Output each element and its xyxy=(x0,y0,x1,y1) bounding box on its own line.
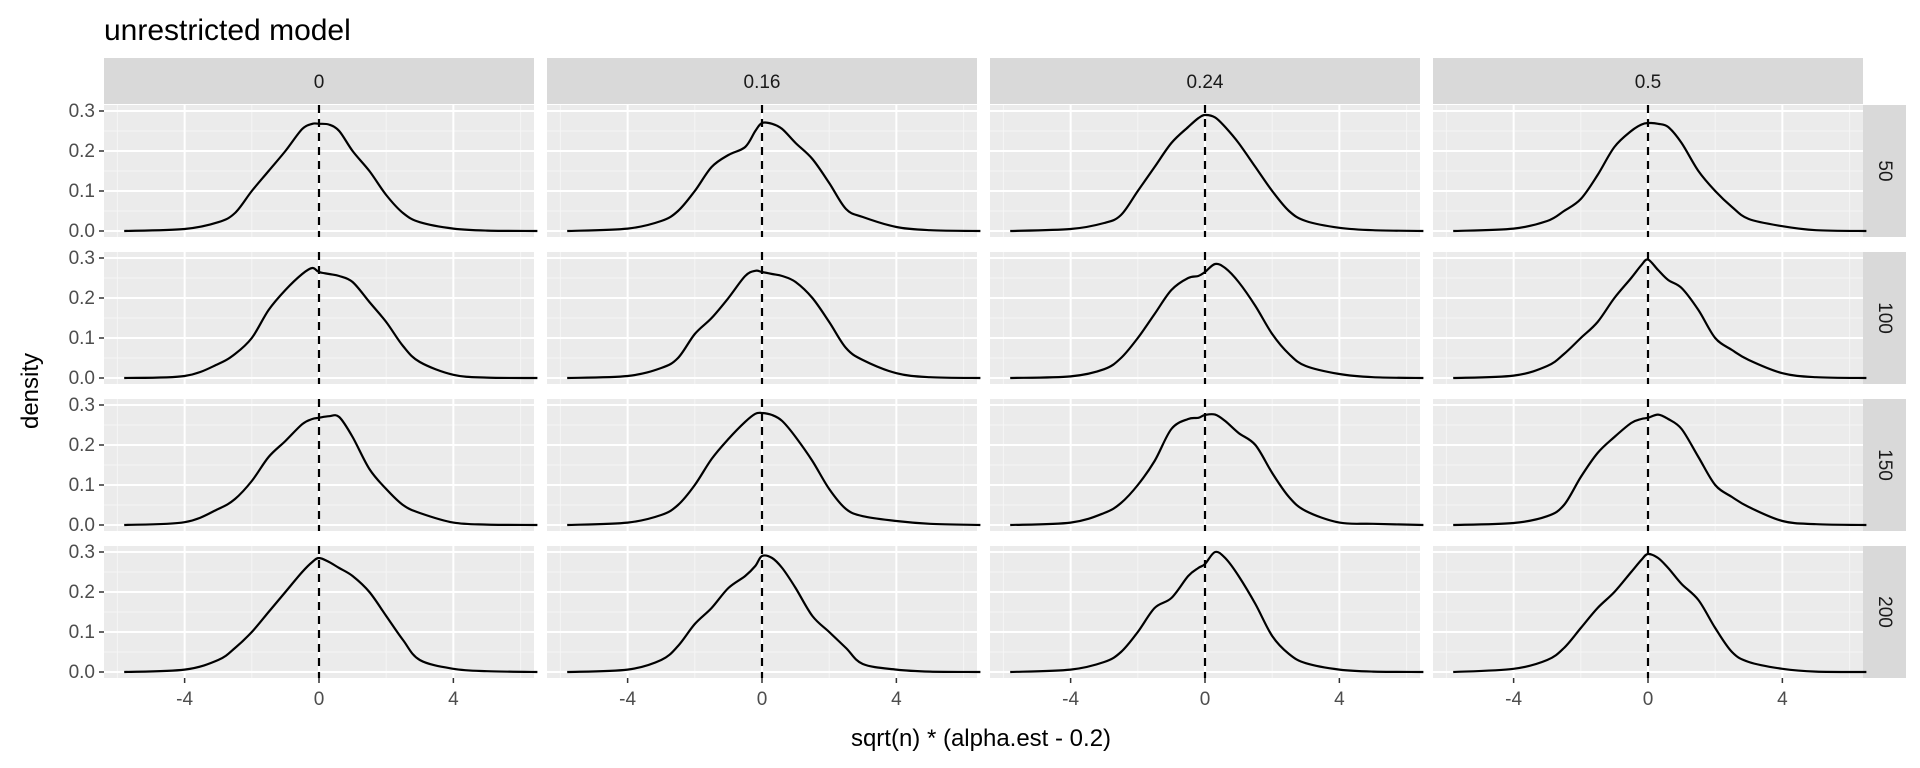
panel-200-0.16 xyxy=(547,546,981,678)
x-tick-label: -4 xyxy=(1505,689,1522,710)
panel-150-0.24 xyxy=(990,399,1424,531)
panel-100-0.24 xyxy=(990,252,1424,384)
density-curve xyxy=(1010,262,1424,380)
col-strip-0 xyxy=(104,58,534,104)
density-curve xyxy=(1453,413,1867,527)
x-tick-label: 4 xyxy=(1334,689,1345,710)
col-strip-2 xyxy=(990,58,1420,104)
density-curve xyxy=(124,556,538,674)
row-strip-0 xyxy=(1862,105,1906,237)
x-tick-label: 4 xyxy=(891,689,902,710)
y-tick-label: 0.3 xyxy=(69,248,95,269)
y-tick-label: 0.3 xyxy=(69,395,95,416)
panel-50-0.24 xyxy=(990,105,1424,237)
density-curve xyxy=(1453,552,1867,674)
panel-200-0.24 xyxy=(990,546,1424,678)
density-curve xyxy=(1010,413,1424,527)
panel-200-0.5 xyxy=(1433,546,1867,678)
panel-100-0.16 xyxy=(547,252,981,384)
y-tick-label: 0.3 xyxy=(69,101,95,122)
x-tick-label: 4 xyxy=(1777,689,1788,710)
x-tick-label: -4 xyxy=(1062,689,1079,710)
panel-50-0 xyxy=(104,105,538,237)
density-curve xyxy=(1453,121,1867,233)
row-strip-label: 50 xyxy=(1874,160,1895,181)
panel-50-0.16 xyxy=(547,105,981,237)
panel-150-0.16 xyxy=(547,399,981,531)
y-tick-label: 0.1 xyxy=(69,475,95,496)
density-curve xyxy=(124,414,538,527)
y-tick-label: 0.0 xyxy=(69,368,95,389)
density-curve xyxy=(567,269,981,380)
density-curve xyxy=(1010,550,1424,674)
y-tick-label: 0.2 xyxy=(69,435,95,456)
y-tick-label: 0.0 xyxy=(69,662,95,683)
y-tick-label: 0.2 xyxy=(69,141,95,162)
col-strip-3 xyxy=(1433,58,1863,104)
x-tick-label: 0 xyxy=(314,689,325,710)
density-curve xyxy=(567,411,981,527)
x-tick-label: 0 xyxy=(757,689,768,710)
x-tick-label: 0 xyxy=(1643,689,1654,710)
col-strip-label: 0.16 xyxy=(744,72,781,93)
row-strip-3 xyxy=(1862,546,1906,678)
x-tick-label: 0 xyxy=(1200,689,1211,710)
x-axis-title: sqrt(n) * (alpha.est - 0.2) xyxy=(851,725,1111,752)
panel-200-0 xyxy=(104,546,538,678)
density-curve xyxy=(1453,258,1867,380)
x-tick-label: -4 xyxy=(619,689,636,710)
row-strip-1 xyxy=(1862,252,1906,384)
density-curve xyxy=(567,121,981,233)
panel-150-0 xyxy=(104,399,538,531)
y-axis-title: density xyxy=(17,353,44,429)
row-strip-label: 100 xyxy=(1874,302,1895,334)
row-strip-label: 150 xyxy=(1874,449,1895,481)
col-strip-1 xyxy=(547,58,977,104)
col-strip-label: 0.5 xyxy=(1635,72,1661,93)
y-tick-label: 0.0 xyxy=(69,515,95,536)
panel-100-0.5 xyxy=(1433,252,1867,384)
y-tick-label: 0.2 xyxy=(69,582,95,603)
y-tick-label: 0.3 xyxy=(69,542,95,563)
y-tick-label: 0.0 xyxy=(69,221,95,242)
x-tick-label: -4 xyxy=(176,689,193,710)
y-tick-label: 0.1 xyxy=(69,328,95,349)
row-strip-2 xyxy=(1862,399,1906,531)
x-tick-label: 4 xyxy=(448,689,459,710)
density-curve xyxy=(567,554,981,674)
col-strip-label: 0 xyxy=(314,72,325,93)
density-curve xyxy=(124,266,538,380)
col-strip-label: 0.24 xyxy=(1187,72,1224,93)
y-tick-label: 0.1 xyxy=(69,181,95,202)
panel-150-0.5 xyxy=(1433,399,1867,531)
facet-grid: 0 0.16 0.24 0.5501001502000.00.10.20.30.00.… xyxy=(69,58,1906,710)
chart-title: unrestricted model xyxy=(104,14,351,47)
panel-50-0.5 xyxy=(1433,105,1867,237)
y-tick-label: 0.2 xyxy=(69,288,95,309)
row-strip-label: 200 xyxy=(1874,596,1895,628)
density-curve xyxy=(124,122,538,233)
density-curve xyxy=(1010,113,1424,233)
panel-100-0 xyxy=(104,252,538,384)
y-tick-label: 0.1 xyxy=(69,622,95,643)
